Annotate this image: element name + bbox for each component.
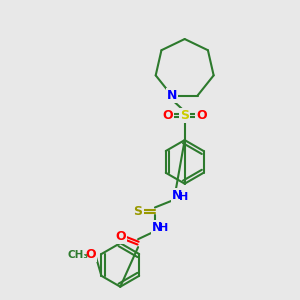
Text: H: H <box>179 192 188 202</box>
Text: O: O <box>163 109 173 122</box>
Text: O: O <box>85 248 96 260</box>
Text: CH₃: CH₃ <box>67 250 88 260</box>
Text: N: N <box>172 189 182 202</box>
Text: N: N <box>152 221 162 234</box>
Text: N: N <box>167 89 177 102</box>
Text: S: S <box>134 205 142 218</box>
Text: H: H <box>159 223 169 233</box>
Text: O: O <box>196 109 207 122</box>
Text: S: S <box>180 109 189 122</box>
Text: O: O <box>115 230 126 243</box>
